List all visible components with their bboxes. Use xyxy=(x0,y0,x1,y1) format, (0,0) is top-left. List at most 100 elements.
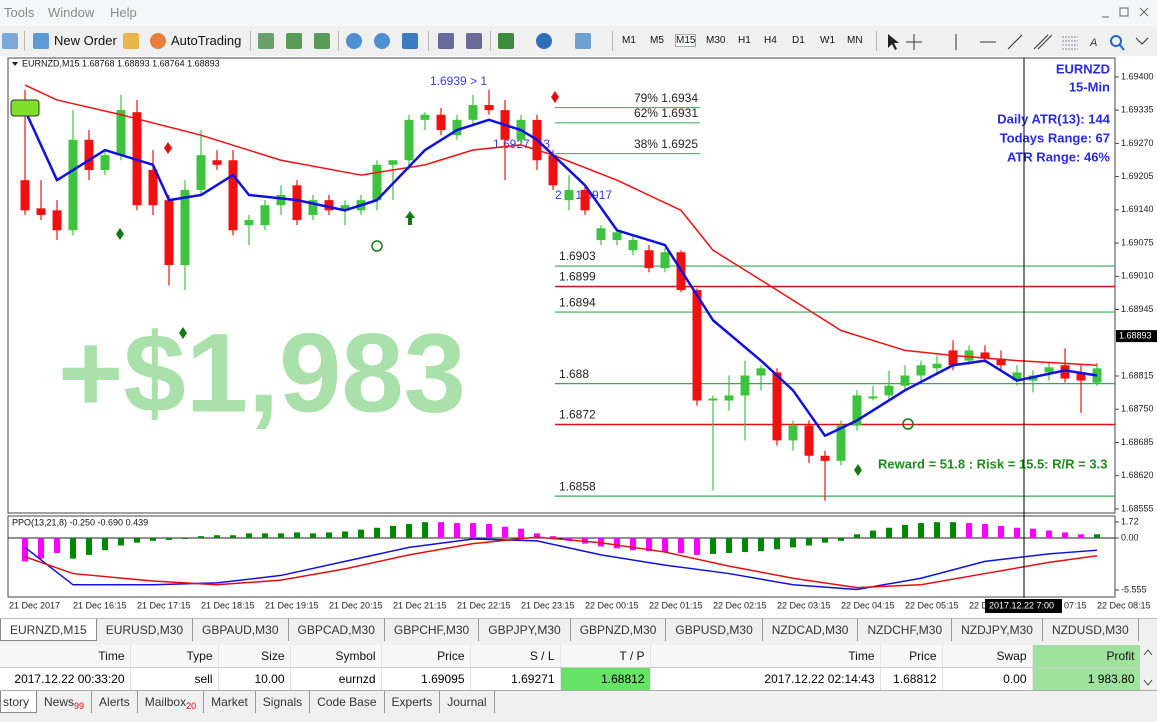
symbol-tab[interactable]: GBPCHF,M30 xyxy=(385,619,480,641)
icon[interactable] xyxy=(314,33,330,49)
timeframe-button[interactable]: H4 xyxy=(764,35,777,46)
icon[interactable] xyxy=(150,33,166,49)
icon[interactable] xyxy=(346,33,362,49)
symbol-tab[interactable]: GBPUSD,M30 xyxy=(666,619,763,641)
symbol-tab[interactable]: GBPNZD,M30 xyxy=(571,619,667,641)
terminal-tab[interactable]: Alerts xyxy=(92,691,138,713)
terminal-tab[interactable]: Experts xyxy=(385,691,441,713)
ppo-histogram-bar xyxy=(198,536,204,539)
column-header[interactable]: Price xyxy=(381,645,471,668)
ppo-histogram-bar xyxy=(806,538,812,546)
menu-bar: Tools Window Help xyxy=(0,0,1157,26)
timeframe-button[interactable]: M5 xyxy=(650,35,664,46)
y-tick-label: 1.69075 xyxy=(1121,237,1154,247)
terminal-tab[interactable]: News99 xyxy=(37,691,93,713)
icon[interactable] xyxy=(123,33,139,49)
icon[interactable] xyxy=(575,33,591,49)
candle-body xyxy=(660,252,670,269)
symbol-tab[interactable]: NZDUSD,M30 xyxy=(1043,619,1139,641)
current-price-label: 1.68893 xyxy=(1119,330,1152,340)
icon[interactable] xyxy=(466,33,482,49)
terminal-tab[interactable]: Market xyxy=(204,691,256,713)
autotrading-button[interactable]: AutoTrading xyxy=(171,33,242,48)
timeframe-button[interactable]: M15 xyxy=(674,34,697,47)
symbol-tab[interactable]: GBPAUD,M30 xyxy=(193,619,289,641)
symbol-tab[interactable]: EURNZD,M15 xyxy=(0,619,97,641)
tab-label: Journal xyxy=(447,695,487,709)
column-header[interactable]: Symbol xyxy=(290,645,382,668)
column-header[interactable]: S / L xyxy=(470,645,561,668)
column-header[interactable]: Size xyxy=(218,645,291,668)
column-header[interactable]: Price xyxy=(880,645,943,668)
level-label: 1.6899 xyxy=(559,270,596,284)
timeframe-button[interactable]: H1 xyxy=(738,35,751,46)
icon[interactable] xyxy=(438,33,454,49)
candle-body xyxy=(564,189,574,201)
timeframe-button[interactable]: W1 xyxy=(820,35,835,46)
symbol-tab[interactable]: EURUSD,M30 xyxy=(97,619,194,641)
trade-row[interactable]: 2017.12.22 00:33:20 sell 10.00 eurnzd 1.6909… xyxy=(0,667,1141,690)
column-header[interactable]: Profit xyxy=(1032,645,1141,668)
column-header[interactable]: Swap xyxy=(942,645,1033,668)
x-tick-label: 22 Dec 03:15 xyxy=(777,600,831,610)
column-header[interactable]: T / P xyxy=(560,645,651,668)
ppo-histogram-bar xyxy=(406,524,412,539)
ppo-histogram-bar xyxy=(294,532,300,539)
icon[interactable] xyxy=(33,33,49,49)
symbol-tab[interactable]: GBPJPY,M30 xyxy=(479,619,571,641)
column-header[interactable]: Type xyxy=(130,645,219,668)
icon[interactable] xyxy=(2,33,18,49)
badge-box xyxy=(10,99,40,117)
cell: 1.69271 xyxy=(470,667,561,690)
new-order-button[interactable]: New Order xyxy=(54,33,117,48)
candle-body xyxy=(420,114,430,120)
ppo-histogram-bar xyxy=(358,529,364,539)
icon[interactable] xyxy=(258,33,274,49)
timeframe-button[interactable]: MN xyxy=(847,35,863,46)
icon[interactable] xyxy=(374,33,390,49)
symbol-tab[interactable]: NZDCHF,M30 xyxy=(858,619,953,641)
symbol-tab[interactable]: GBPCAD,M30 xyxy=(289,619,385,641)
profit-watermark: +$1,983 xyxy=(58,311,466,436)
circle-marker xyxy=(371,240,383,252)
candle-body xyxy=(628,240,638,251)
terminal-tab[interactable]: Signals xyxy=(256,691,311,713)
icon[interactable] xyxy=(402,33,418,49)
info-text: EURNZD xyxy=(1056,61,1110,76)
column-header[interactable]: Time xyxy=(0,645,131,668)
menu-item[interactable]: Window xyxy=(48,5,95,20)
terminal-tab[interactable]: story xyxy=(0,691,38,713)
scrollbar[interactable] xyxy=(1140,645,1157,690)
icon[interactable] xyxy=(286,33,302,49)
candle-body xyxy=(308,200,318,215)
chart: 1.69400 1.69335 1.69270 1.69205 1.69140 1.690… xyxy=(0,56,1157,618)
ppo-histogram-bar xyxy=(438,522,444,539)
ppo-histogram-bar xyxy=(422,522,428,539)
terminal-tab[interactable]: Journal xyxy=(440,691,495,713)
candle-body xyxy=(276,195,286,206)
ppo-histogram-bar xyxy=(982,524,988,539)
column-header[interactable]: Time xyxy=(650,645,881,668)
candle-body xyxy=(980,352,990,359)
icon[interactable] xyxy=(498,33,514,49)
timeframe-button[interactable]: M1 xyxy=(622,35,636,46)
terminal-tab[interactable]: Mailbox20 xyxy=(138,691,205,713)
drawing-tools[interactable]: A xyxy=(884,31,1154,53)
menu-item[interactable]: Help xyxy=(110,5,137,20)
ppo-histogram-bar xyxy=(134,538,140,543)
candle-body xyxy=(36,208,46,215)
icon[interactable] xyxy=(536,33,552,49)
ppo-histogram-bar xyxy=(550,536,556,539)
timeframe-button[interactable]: D1 xyxy=(792,35,805,46)
ppo-histogram-bar xyxy=(54,538,60,553)
symbol-tab[interactable]: NZDCAD,M30 xyxy=(763,619,859,641)
fib-label: 38% 1.6925 xyxy=(634,137,698,151)
ppo-histogram-bar xyxy=(774,538,780,550)
terminal-tab[interactable]: Code Base xyxy=(310,691,385,713)
candle-body xyxy=(100,155,110,170)
window-controls[interactable] xyxy=(1100,6,1155,20)
symbol-tab[interactable]: NZDJPY,M30 xyxy=(952,619,1043,641)
timeframe-button[interactable]: M30 xyxy=(706,35,726,46)
menu-item[interactable]: Tools xyxy=(4,5,35,20)
